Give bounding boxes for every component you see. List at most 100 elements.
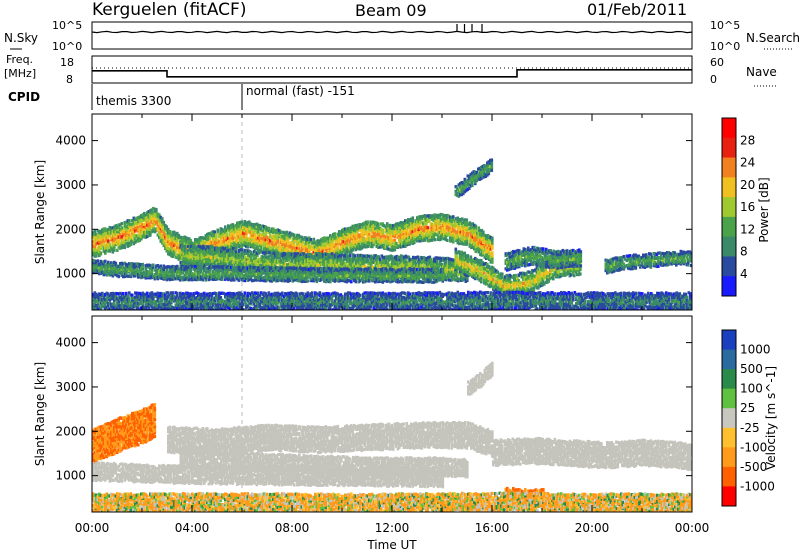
echo-cell xyxy=(299,261,303,265)
echo-cell xyxy=(170,243,173,247)
echo-cell xyxy=(453,223,457,227)
echo-cell xyxy=(443,220,446,224)
echo-cell xyxy=(326,241,329,245)
echo-cell xyxy=(372,230,376,234)
echo-cell xyxy=(272,236,275,240)
echo-cell xyxy=(177,255,181,259)
echo-cell xyxy=(374,231,377,235)
echo-cell xyxy=(296,261,300,265)
echo-cell xyxy=(161,222,164,226)
echo-cell xyxy=(354,240,358,244)
echo-cell xyxy=(101,228,104,232)
echo-cell xyxy=(264,238,268,242)
echo-cell xyxy=(332,265,336,269)
echo-cell xyxy=(458,229,461,233)
echo-cell xyxy=(207,237,211,241)
echo-cell xyxy=(222,232,226,236)
noise-right-tick-low: 10^0 xyxy=(710,40,740,53)
echo-cell xyxy=(402,229,406,233)
echo-cell xyxy=(287,262,291,266)
echo-cell xyxy=(440,237,443,241)
echo-cell xyxy=(227,248,231,253)
echo-cell xyxy=(126,228,130,232)
nave-tick-low: 0 xyxy=(710,73,717,86)
echo-cell xyxy=(194,251,198,255)
echo-cell xyxy=(329,250,332,254)
echo-cell xyxy=(329,271,333,275)
echo-cell xyxy=(281,260,285,264)
echo-cell xyxy=(368,230,371,234)
echo-cell xyxy=(135,226,139,230)
echo-cell xyxy=(455,234,458,238)
echo-cell xyxy=(310,261,313,265)
echo-cell xyxy=(485,245,488,249)
echo-cell xyxy=(244,257,247,261)
echo-cell xyxy=(202,258,205,262)
echo-cell xyxy=(432,232,436,236)
echo-cell xyxy=(476,237,479,241)
echo-cell xyxy=(334,261,337,265)
echo-cell xyxy=(262,259,265,263)
echo-cell xyxy=(264,243,268,247)
echo-cell xyxy=(187,262,190,266)
echo-cell xyxy=(210,233,214,237)
echo-cell xyxy=(306,250,310,254)
echo-cell xyxy=(268,255,271,259)
echo-cell xyxy=(332,263,336,267)
echo-cell xyxy=(477,232,481,236)
echo-cell xyxy=(341,261,345,265)
echo-cell xyxy=(270,227,274,231)
echo-cell xyxy=(104,244,107,248)
echo-cell xyxy=(263,253,267,257)
echo-cell xyxy=(204,240,208,244)
echo-cell xyxy=(176,253,179,257)
echo-cell xyxy=(416,239,419,243)
echo-cell xyxy=(363,227,367,231)
echo-cell xyxy=(359,233,362,237)
echo-cell xyxy=(480,246,484,250)
echo-cell xyxy=(255,235,259,239)
echo-cell xyxy=(111,231,115,235)
echo-cell xyxy=(241,251,244,255)
echo-cell xyxy=(308,253,312,257)
echo-cell xyxy=(295,261,298,265)
echo-cell xyxy=(221,257,225,261)
echo-cell xyxy=(310,255,313,259)
echo-cell xyxy=(324,236,328,240)
echo-cell xyxy=(229,262,232,266)
echo-cell xyxy=(319,256,322,260)
echo-cell xyxy=(227,257,231,261)
echo-cell xyxy=(277,258,280,262)
echo-cell xyxy=(458,233,461,237)
echo-cell xyxy=(303,236,307,240)
echo-cell xyxy=(226,255,229,259)
echo-cell xyxy=(428,232,431,236)
echo-cell xyxy=(200,259,204,263)
echo-cell xyxy=(308,236,311,240)
echo-cell xyxy=(417,228,421,232)
echo-cell xyxy=(296,233,299,237)
echo-cell xyxy=(185,254,189,258)
echo-cell xyxy=(456,216,460,220)
echo-cell xyxy=(223,251,226,255)
echo-cell xyxy=(432,218,436,222)
echo-cell xyxy=(117,235,121,239)
echo-cell xyxy=(450,239,454,243)
echo-cell xyxy=(329,258,333,262)
echo-cell xyxy=(477,235,481,239)
echo-cell xyxy=(246,227,250,231)
echo-cell xyxy=(246,237,250,241)
echo-cell xyxy=(212,237,215,241)
echo-cell xyxy=(141,262,145,266)
echo-cell xyxy=(477,246,481,251)
echo-cell xyxy=(363,221,367,225)
echo-cell xyxy=(348,229,352,233)
echo-cell xyxy=(254,250,258,254)
echo-cell xyxy=(191,259,195,263)
echo-cell xyxy=(372,237,376,242)
echo-cell xyxy=(137,225,140,229)
echo-cell xyxy=(317,248,320,252)
echo-cell xyxy=(232,251,235,255)
echo-cell xyxy=(174,240,178,244)
echo-cell xyxy=(305,260,309,264)
